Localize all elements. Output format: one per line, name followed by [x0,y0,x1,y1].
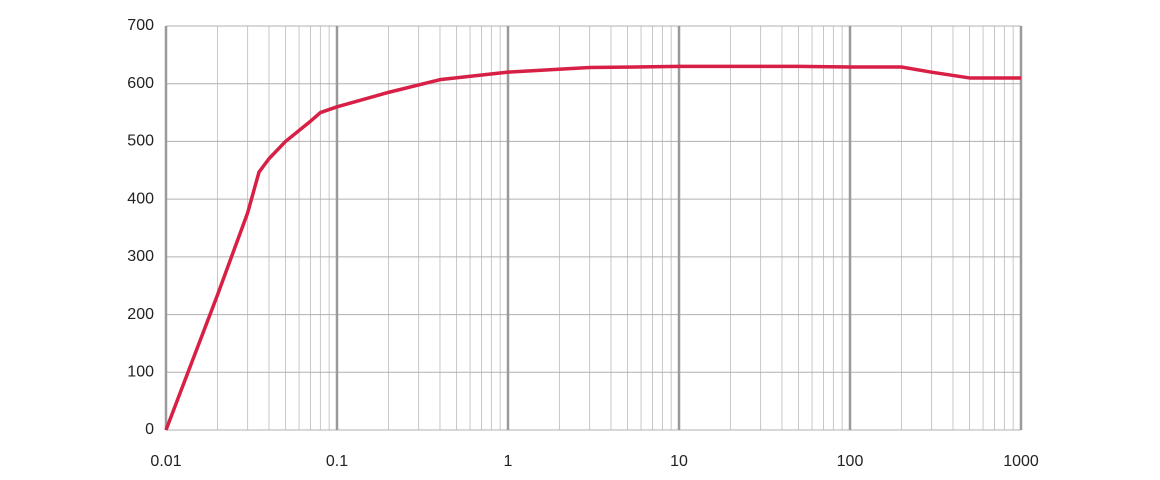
x-tick-label: 0.1 [326,453,348,470]
data-line [164,64,1021,431]
y-tick-label: 200 [127,306,154,323]
y-tick-label: 700 [127,17,154,34]
y-tick-label: 300 [127,248,154,265]
y-tick-label: 500 [127,133,154,150]
x-tick-label: 1 [504,453,513,470]
y-tick-label: 400 [127,190,154,207]
x-tick-label: 0.01 [150,453,181,470]
x-tick-label: 10 [670,453,688,470]
y-tick-label: 100 [127,364,154,381]
x-tick-label: 100 [837,453,864,470]
y-tick-label: 600 [127,75,154,92]
y-tick-label: 0 [145,421,154,438]
x-tick-label: 1000 [1003,453,1039,470]
